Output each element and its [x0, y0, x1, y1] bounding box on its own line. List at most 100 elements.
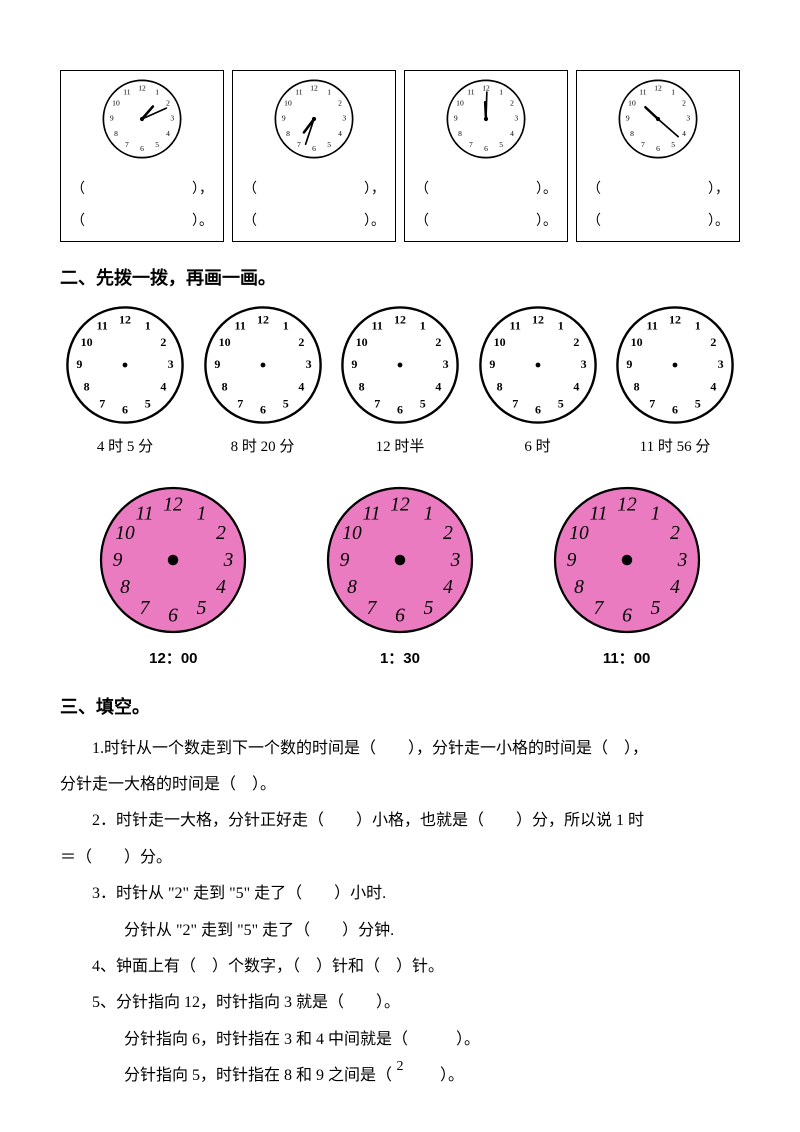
- pink-clock: 1212 345 678 91011: [552, 485, 702, 635]
- svg-text:10: 10: [628, 99, 636, 108]
- clock-label: 4 时 5 分: [97, 435, 153, 459]
- blank-clock-col: 1212 345 678 91011 8 时 20 分: [198, 305, 328, 459]
- svg-text:7: 7: [367, 598, 378, 619]
- svg-text:4: 4: [710, 379, 716, 393]
- svg-text:8: 8: [359, 379, 365, 393]
- svg-text:8: 8: [120, 577, 130, 598]
- clock-1: 1212 345 678 91011: [100, 77, 184, 161]
- svg-text:4: 4: [160, 379, 166, 393]
- pink-clock: 1212 345 678 91011: [98, 485, 248, 635]
- question-1a: 1.时针从一个数走到下一个数的时间是（ ），分针走一小格的时间是（ ），: [60, 734, 740, 764]
- svg-text:11: 11: [295, 88, 302, 97]
- blank-clock-col: 1212 345 678 91011 11 时 56 分: [610, 305, 740, 459]
- svg-text:4: 4: [338, 129, 342, 138]
- svg-text:12: 12: [482, 83, 490, 92]
- svg-text:9: 9: [110, 114, 114, 123]
- svg-text:9: 9: [489, 357, 495, 371]
- svg-text:2: 2: [166, 99, 170, 108]
- svg-text:3: 3: [580, 357, 586, 371]
- svg-text:10: 10: [356, 335, 368, 349]
- svg-text:8: 8: [114, 129, 118, 138]
- svg-text:2: 2: [710, 335, 716, 349]
- svg-text:4: 4: [298, 379, 304, 393]
- svg-text:10: 10: [81, 335, 93, 349]
- clock-3: 1212 345 678 91011: [444, 77, 528, 161]
- blank-clock-col: 1212 345 678 91011 12 时半: [335, 305, 465, 459]
- pink-clocks-row: 1212 345 678 91011 12：00 1212 345 678 91…: [60, 485, 740, 671]
- blank-clock-col: 1212 345 678 91011 4 时 5 分: [60, 305, 190, 459]
- clock-box-1: 1212 345 678 91011 （）， （）。: [60, 70, 224, 242]
- svg-text:3: 3: [676, 550, 687, 571]
- blank-clock: 1212 345 678 91011: [203, 305, 323, 425]
- svg-text:1: 1: [145, 318, 151, 332]
- question-2a: 2．时针走一大格，分针正好走（ ）小格，也就是（ ）分，所以说 1 时: [60, 806, 740, 836]
- svg-text:10: 10: [112, 99, 120, 108]
- svg-text:2: 2: [443, 523, 453, 544]
- pink-clock-col: 1212 345 678 91011 1：30: [325, 485, 475, 671]
- svg-text:4: 4: [510, 129, 514, 138]
- svg-text:1: 1: [155, 88, 159, 97]
- svg-text:12: 12: [119, 312, 131, 326]
- svg-text:9: 9: [76, 357, 82, 371]
- blank-clock-col: 1212 345 678 91011 6 时: [473, 305, 603, 459]
- blank-row: （）。: [415, 211, 557, 233]
- svg-text:3: 3: [342, 114, 346, 123]
- svg-text:3: 3: [170, 114, 174, 123]
- svg-text:6: 6: [656, 144, 660, 153]
- svg-text:2: 2: [510, 99, 514, 108]
- svg-text:10: 10: [342, 523, 362, 544]
- clock-label: 8 时 20 分: [231, 435, 295, 459]
- question-2b: ＝（ ）分。: [60, 843, 740, 873]
- clock-box-4: 1212 345 678 91011 （）， （）。: [576, 70, 740, 242]
- svg-text:9: 9: [282, 114, 286, 123]
- svg-text:5: 5: [695, 396, 701, 410]
- question-5b: 分针指向 6，时针指在 3 和 4 中间就是（ ）。: [60, 1025, 740, 1055]
- blank-row: （）。: [243, 211, 385, 233]
- svg-text:6: 6: [535, 402, 541, 416]
- svg-text:6: 6: [397, 402, 403, 416]
- svg-text:5: 5: [650, 598, 660, 619]
- svg-text:7: 7: [512, 396, 518, 410]
- clock-box-2: 1212 345 678 91011 （）， （）。: [232, 70, 396, 242]
- svg-text:11: 11: [647, 318, 658, 332]
- question-3b: 分针从 "2" 走到 "5" 走了（ ）分钟.: [60, 916, 740, 946]
- blank-clocks-row: 1212 345 678 91011 4 时 5 分 1212 345 678 …: [60, 305, 740, 459]
- svg-text:6: 6: [312, 144, 316, 153]
- svg-text:9: 9: [214, 357, 220, 371]
- page-number: 2: [60, 1056, 740, 1078]
- question-4: 4、钟面上有（ ）个数字，（ ）针和（ ）针。: [60, 952, 740, 982]
- svg-text:8: 8: [458, 129, 462, 138]
- svg-text:2: 2: [298, 335, 304, 349]
- svg-text:11: 11: [467, 88, 474, 97]
- clock-boxes-row: 1212 345 678 91011 （）， （）。 1212 345 678 …: [60, 70, 740, 242]
- blank-row: （）。: [587, 211, 729, 233]
- svg-text:8: 8: [84, 379, 90, 393]
- svg-text:2: 2: [338, 99, 342, 108]
- svg-text:1: 1: [695, 318, 701, 332]
- svg-text:8: 8: [221, 379, 227, 393]
- pink-clock-label: 12：00: [149, 647, 197, 671]
- svg-text:12: 12: [669, 312, 681, 326]
- svg-text:12: 12: [532, 312, 544, 326]
- svg-text:5: 5: [145, 396, 151, 410]
- clock-box-3: 1212 345 678 91011 （）。 （）。: [404, 70, 568, 242]
- svg-text:5: 5: [671, 140, 675, 149]
- svg-text:8: 8: [574, 577, 584, 598]
- svg-text:10: 10: [456, 99, 464, 108]
- svg-text:10: 10: [569, 523, 589, 544]
- clock-label: 6 时: [524, 435, 550, 459]
- svg-text:6: 6: [622, 605, 632, 626]
- svg-text:6: 6: [140, 144, 144, 153]
- pink-clock-label: 11：00: [603, 647, 651, 671]
- svg-text:7: 7: [641, 140, 645, 149]
- svg-text:5: 5: [424, 598, 434, 619]
- clock-4: 1212 345 678 91011: [616, 77, 700, 161]
- svg-text:12: 12: [310, 83, 318, 92]
- clock-label: 12 时半: [376, 435, 425, 459]
- svg-text:6: 6: [260, 402, 266, 416]
- question-5a: 5、分针指向 12，时针指向 3 就是（ ）。: [60, 988, 740, 1018]
- svg-text:12: 12: [390, 494, 410, 515]
- blank-clock: 1212 345 678 91011: [340, 305, 460, 425]
- svg-text:1: 1: [327, 88, 331, 97]
- svg-text:11: 11: [509, 318, 520, 332]
